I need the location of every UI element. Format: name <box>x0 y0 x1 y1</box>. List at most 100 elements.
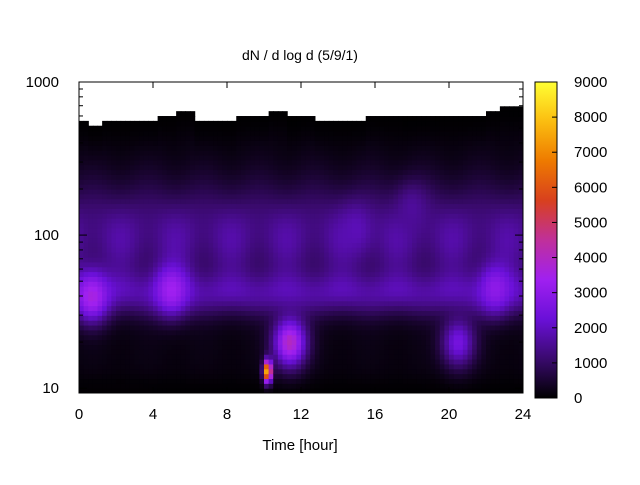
heatmap-cell <box>250 218 255 223</box>
heatmap-cell <box>139 344 144 349</box>
heatmap-cell <box>301 165 306 170</box>
heatmap-cell <box>320 140 325 145</box>
heatmap-cell <box>361 349 366 354</box>
heatmap-cell <box>343 169 348 174</box>
heatmap-cell <box>463 150 468 155</box>
heatmap-cell <box>162 174 167 179</box>
heatmap-cell <box>255 203 260 208</box>
heatmap-cell <box>440 218 445 223</box>
heatmap-cell <box>375 150 380 155</box>
heatmap-cell <box>135 194 140 199</box>
heatmap-cell <box>102 228 107 233</box>
heatmap-cell <box>135 184 140 189</box>
heatmap-cell <box>426 126 431 131</box>
heatmap-cell <box>236 160 241 165</box>
heatmap-cell <box>107 169 112 174</box>
heatmap-cell <box>389 160 394 165</box>
heatmap-cell <box>324 194 329 199</box>
heatmap-cell <box>338 169 343 174</box>
heatmap-cell <box>153 150 158 155</box>
heatmap-cell <box>463 165 468 170</box>
heatmap-cell <box>213 383 218 388</box>
heatmap-cell <box>338 218 343 223</box>
heatmap-cell <box>116 145 121 150</box>
heatmap-cell <box>338 344 343 349</box>
heatmap-cell <box>333 223 338 228</box>
heatmap-cell <box>389 257 394 262</box>
heatmap-cell <box>167 369 172 374</box>
heatmap-cell <box>264 155 269 160</box>
heatmap-cell <box>222 349 227 354</box>
heatmap-cell <box>292 252 297 257</box>
heatmap-cell <box>259 189 264 194</box>
heatmap-cell <box>116 194 121 199</box>
heatmap-cell <box>361 296 366 301</box>
heatmap-cell <box>444 150 449 155</box>
heatmap-cell <box>102 233 107 238</box>
heatmap-cell <box>287 252 292 257</box>
heatmap-cell <box>398 131 403 136</box>
heatmap-cell <box>255 378 260 383</box>
heatmap-cell <box>384 174 389 179</box>
heatmap-cell <box>246 320 251 325</box>
heatmap-cell <box>292 208 297 213</box>
heatmap-cell <box>444 145 449 150</box>
heatmap-cell <box>444 330 449 335</box>
heatmap-cell <box>102 310 107 315</box>
heatmap-cell <box>444 116 449 121</box>
heatmap-cell <box>250 160 255 165</box>
heatmap-cell <box>394 203 399 208</box>
heatmap-cell <box>347 325 352 330</box>
heatmap-cell <box>454 306 459 311</box>
heatmap-cell <box>148 208 153 213</box>
heatmap-cell <box>306 233 311 238</box>
heatmap-cell <box>250 344 255 349</box>
heatmap-cell <box>195 272 200 277</box>
heatmap-cell <box>88 267 93 272</box>
heatmap-cell <box>125 145 130 150</box>
heatmap-cell <box>181 378 186 383</box>
heatmap-cell <box>144 310 149 315</box>
heatmap-cell <box>153 233 158 238</box>
heatmap-cell <box>463 238 468 243</box>
heatmap-cell <box>449 208 454 213</box>
heatmap-cell <box>130 369 135 374</box>
heatmap-cell <box>102 199 107 204</box>
heatmap-cell <box>329 383 334 388</box>
heatmap-cell <box>477 126 482 131</box>
heatmap-cell <box>130 364 135 369</box>
heatmap-cell <box>93 165 98 170</box>
heatmap-cell <box>236 252 241 257</box>
heatmap-cell <box>292 315 297 320</box>
heatmap-cell <box>380 301 385 306</box>
heatmap-cell <box>468 233 473 238</box>
heatmap-cell <box>343 383 348 388</box>
heatmap-cell <box>130 296 135 301</box>
heatmap-cell <box>204 262 209 267</box>
heatmap-cell <box>153 242 158 247</box>
heatmap-cell <box>246 145 251 150</box>
heatmap-cell <box>241 194 246 199</box>
heatmap-cell <box>148 199 153 204</box>
heatmap-cell <box>259 174 264 179</box>
heatmap-cell <box>426 155 431 160</box>
heatmap-cell <box>412 131 417 136</box>
heatmap-cell <box>153 199 158 204</box>
heatmap-cell <box>130 252 135 257</box>
heatmap-cell <box>292 189 297 194</box>
heatmap-cell <box>370 160 375 165</box>
heatmap-cell <box>458 140 463 145</box>
heatmap-cell <box>463 359 468 364</box>
heatmap-cell <box>343 325 348 330</box>
heatmap-cell <box>403 310 408 315</box>
heatmap-cell <box>158 257 163 262</box>
heatmap-cell <box>338 233 343 238</box>
heatmap-cell <box>172 296 177 301</box>
heatmap-cell <box>287 165 292 170</box>
heatmap-cell <box>407 354 412 359</box>
heatmap-cell <box>468 354 473 359</box>
heatmap-cell <box>84 374 89 379</box>
heatmap-cell <box>167 213 172 218</box>
heatmap-cell <box>370 213 375 218</box>
heatmap-cell <box>209 276 214 281</box>
